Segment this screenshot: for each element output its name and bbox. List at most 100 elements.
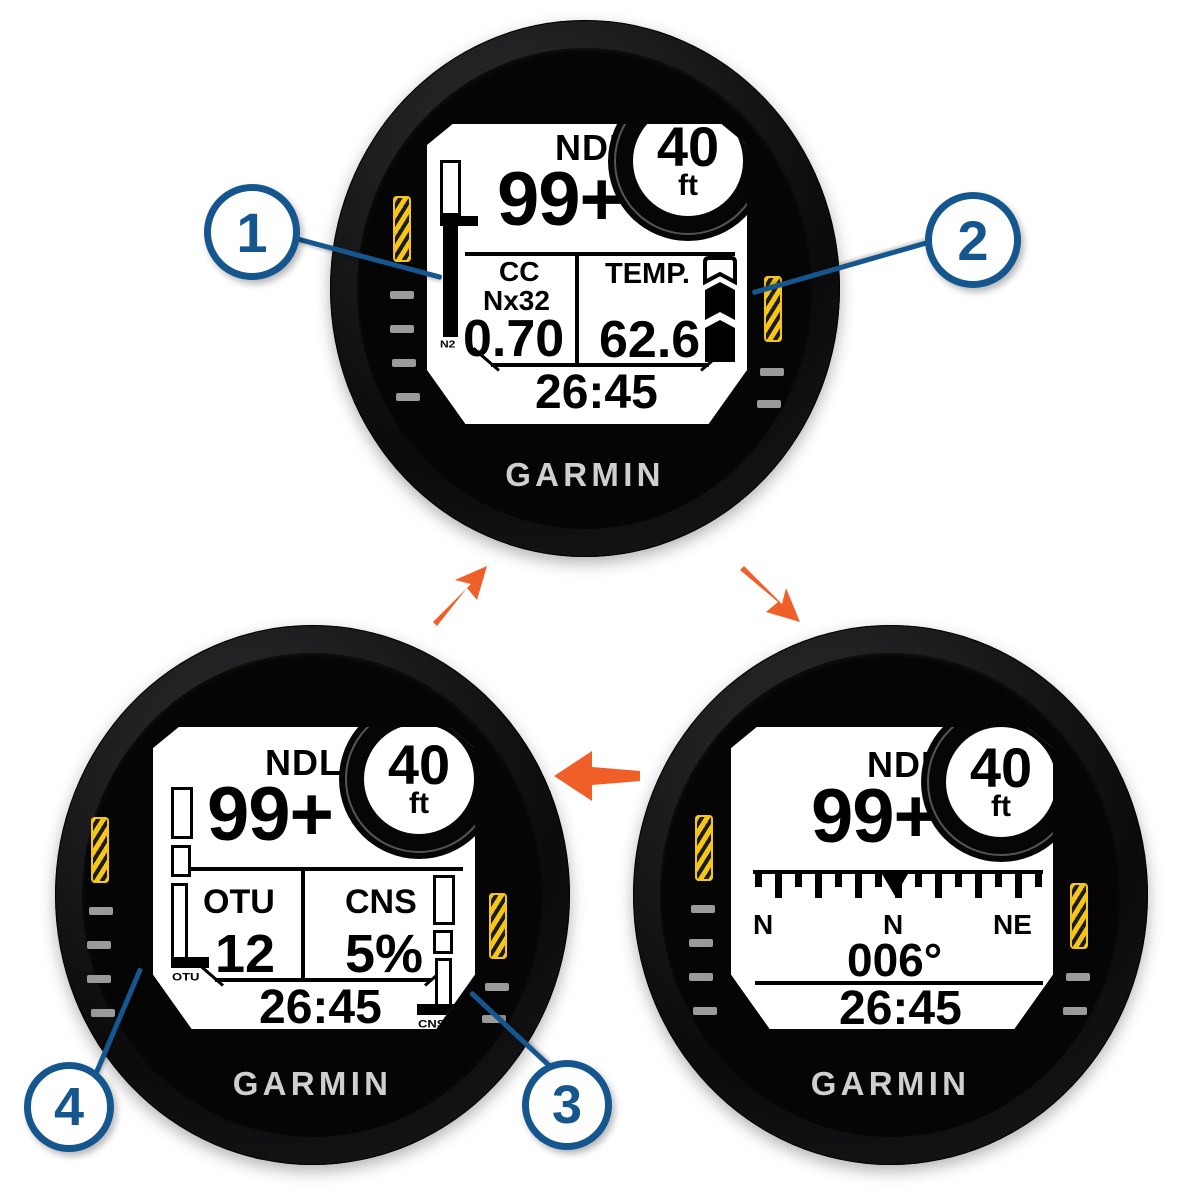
callout-2[interactable]: 2 xyxy=(925,192,1021,288)
brand-label: GARMIN xyxy=(810,1065,971,1102)
bezel-tick-right-2 xyxy=(757,400,781,408)
dive-time: 26:45 xyxy=(535,366,658,419)
hazard-stripe-right xyxy=(489,893,507,959)
compass-tick xyxy=(1015,874,1022,898)
ndl-label: NDL xyxy=(265,742,342,783)
depth-gauge-face xyxy=(946,727,1053,837)
bezel-tick-right-2 xyxy=(482,1015,506,1023)
n2-bar-empty-segment xyxy=(440,160,461,216)
ndl-value: 99+ xyxy=(497,157,624,242)
n2-bar-fill xyxy=(443,225,458,337)
bezel-tick-right-1 xyxy=(485,983,509,991)
cns-bar-label: CNS xyxy=(418,1017,446,1029)
depth-unit: ft xyxy=(678,169,698,202)
compass-left-label: N xyxy=(753,909,774,940)
otu-bar-column xyxy=(171,883,188,963)
compass-tick xyxy=(1035,874,1042,887)
bezel-tick-left-1 xyxy=(691,905,715,913)
callout-4[interactable]: 4 xyxy=(24,1062,114,1152)
callout-3-number: 3 xyxy=(551,1075,583,1135)
depth-gauge-bezel: 40 ft xyxy=(608,124,747,241)
depth-unit: ft xyxy=(991,790,1011,823)
compass-tick xyxy=(915,874,922,887)
bezel-tick-left-2 xyxy=(390,325,414,333)
compass-tick xyxy=(855,874,862,898)
compass-tick xyxy=(935,874,942,898)
screen-divider-bottom xyxy=(491,363,709,367)
cns-bar-marker xyxy=(417,1004,455,1015)
screen-divider-top xyxy=(465,252,735,256)
watch-top-screen[interactable]: NDL 99+ CC Nx32 0.70 TEMP. 62.6 26:45 N2 xyxy=(427,124,747,424)
compass-tick xyxy=(875,874,882,887)
watch-bottom-right[interactable]: NDL 99+ N N NE 006° xyxy=(633,625,1148,1165)
screen-divider-top xyxy=(173,867,463,871)
callout-1[interactable]: 1 xyxy=(204,184,300,280)
depth-gauge-bezel: 40 ft xyxy=(921,727,1053,862)
bezel-tick-left-1 xyxy=(89,907,113,915)
otu-bar-top-segment xyxy=(171,787,193,839)
hazard-stripe-right xyxy=(1070,883,1088,949)
otu-bar-marker xyxy=(171,957,209,968)
depth-unit: ft xyxy=(409,787,429,820)
otu-bar-label: OTU xyxy=(172,970,200,983)
right-field-label: CNS xyxy=(345,883,417,921)
depth-value: 40 xyxy=(969,736,1033,799)
compass-tick xyxy=(835,874,842,887)
depth-gauge-face xyxy=(633,124,743,216)
hazard-stripe-right xyxy=(764,276,782,342)
bezel-tick-right-2 xyxy=(1063,1007,1087,1015)
dive-time: 26:45 xyxy=(839,982,962,1030)
right-field-value: 5% xyxy=(345,924,424,984)
bezel-tick-left-2 xyxy=(87,941,111,949)
compass-tick xyxy=(755,874,762,887)
depth-gauge-face xyxy=(364,727,474,834)
right-field-value: 62.6 xyxy=(599,311,701,369)
compass-tick xyxy=(815,874,822,898)
compass-heading-value: 006° xyxy=(847,934,943,986)
cns-bar-top-segment xyxy=(433,875,455,925)
depth-gauge-bezel: 40 ft xyxy=(339,727,475,859)
callout-2-number: 2 xyxy=(957,208,989,272)
compass-tick xyxy=(795,874,802,887)
right-field-label: TEMP. xyxy=(605,258,690,290)
tissue-chevron-stack-icon xyxy=(703,256,737,362)
screen-divider-center xyxy=(301,867,305,979)
left-field-sublabel: Nx32 xyxy=(483,285,550,316)
brand-label: GARMIN xyxy=(505,456,665,493)
left-field-label: OTU xyxy=(203,883,275,921)
watch-bottom-left-screen[interactable]: NDL 99+ OTU 12 CNS 5% 26:45 OTU CNS xyxy=(153,727,475,1029)
depth-value: 40 xyxy=(656,124,720,178)
compass-tick xyxy=(775,874,782,898)
screen-divider-bottom xyxy=(215,978,431,982)
n2-bar-label: N2 xyxy=(440,338,456,350)
depth-value: 40 xyxy=(387,733,451,796)
bezel-tick-right-1 xyxy=(760,368,784,376)
watch-bottom-right-screen[interactable]: NDL 99+ N N NE 006° xyxy=(731,727,1053,1029)
watch-bottom-left[interactable]: NDL 99+ OTU 12 CNS 5% 26:45 OTU CNS xyxy=(55,625,570,1165)
left-field-value: 12 xyxy=(215,924,276,984)
hazard-stripe-left xyxy=(695,815,713,881)
cns-bar-mid-segment xyxy=(433,930,453,954)
cns-bar-column xyxy=(435,958,452,1008)
bezel-tick-left-3 xyxy=(689,973,713,981)
bezel-tick-left-3 xyxy=(87,975,111,983)
callout-1-number: 1 xyxy=(236,200,268,264)
hazard-stripe-left xyxy=(393,196,411,262)
compass-heading-pointer-icon xyxy=(882,874,908,896)
bezel-tick-left-4 xyxy=(91,1009,115,1017)
bezel-tick-left-4 xyxy=(396,393,420,401)
callout-3[interactable]: 3 xyxy=(522,1060,612,1150)
bezel-tick-left-1 xyxy=(390,291,414,299)
screen-divider-bottom xyxy=(755,981,1043,985)
ndl-value: 99+ xyxy=(207,772,334,857)
screen-divider-center xyxy=(575,252,579,365)
brand-label: GARMIN xyxy=(232,1065,393,1102)
arrow-up-right-to-top xyxy=(433,566,487,626)
arrow-down-right-from-top xyxy=(740,566,800,622)
left-field-value: 0.70 xyxy=(463,310,565,368)
compass-baseline xyxy=(753,870,1043,874)
left-field-label: CC xyxy=(499,256,540,287)
n2-bar-marker xyxy=(440,216,478,226)
ndl-value: 99+ xyxy=(811,774,938,859)
watch-top[interactable]: NDL 99+ CC Nx32 0.70 TEMP. 62.6 26:45 N2 xyxy=(330,20,840,557)
